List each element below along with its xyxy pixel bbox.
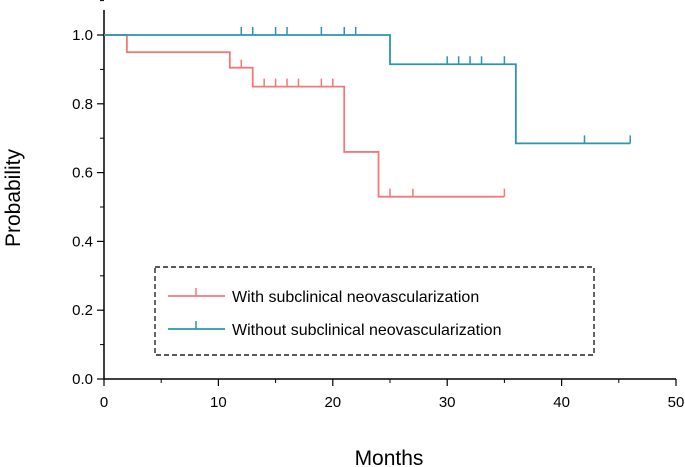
y-tick-label: 0.6 xyxy=(72,165,93,182)
x-tick-label: 40 xyxy=(553,394,570,411)
x-tick-label: 0 xyxy=(100,394,108,411)
legend-label: Without subclinical neovascularization xyxy=(232,322,501,339)
x-axis-title: Months xyxy=(355,447,424,467)
series-1 xyxy=(104,34,506,198)
series-layer xyxy=(104,27,631,198)
y-tick-label: 1.0 xyxy=(72,27,93,44)
legend-box xyxy=(154,266,595,356)
x-tick-label: 30 xyxy=(439,394,456,411)
x-tick-label: 50 xyxy=(668,394,685,411)
legend: With subclinical neovascularization Witho… xyxy=(154,266,595,356)
y-tick-label: 0.2 xyxy=(72,302,93,319)
series-2-line xyxy=(104,34,631,145)
y-axis-title: Probability xyxy=(2,148,25,247)
axes: 0 10 20 30 40 50 0.0 0.2 0.4 0.6 0.8 1.0 xyxy=(72,0,685,411)
series-2 xyxy=(104,27,631,145)
x-tick-label: 20 xyxy=(324,394,341,411)
series-1-line xyxy=(104,34,505,198)
y-tick-label: 0.0 xyxy=(72,371,93,388)
y-tick-label: 0.4 xyxy=(72,233,93,250)
legend-label: With subclinical neovascularization xyxy=(232,289,479,306)
y-tick-label: 0.8 xyxy=(72,96,93,113)
x-tick-label: 10 xyxy=(210,394,227,411)
